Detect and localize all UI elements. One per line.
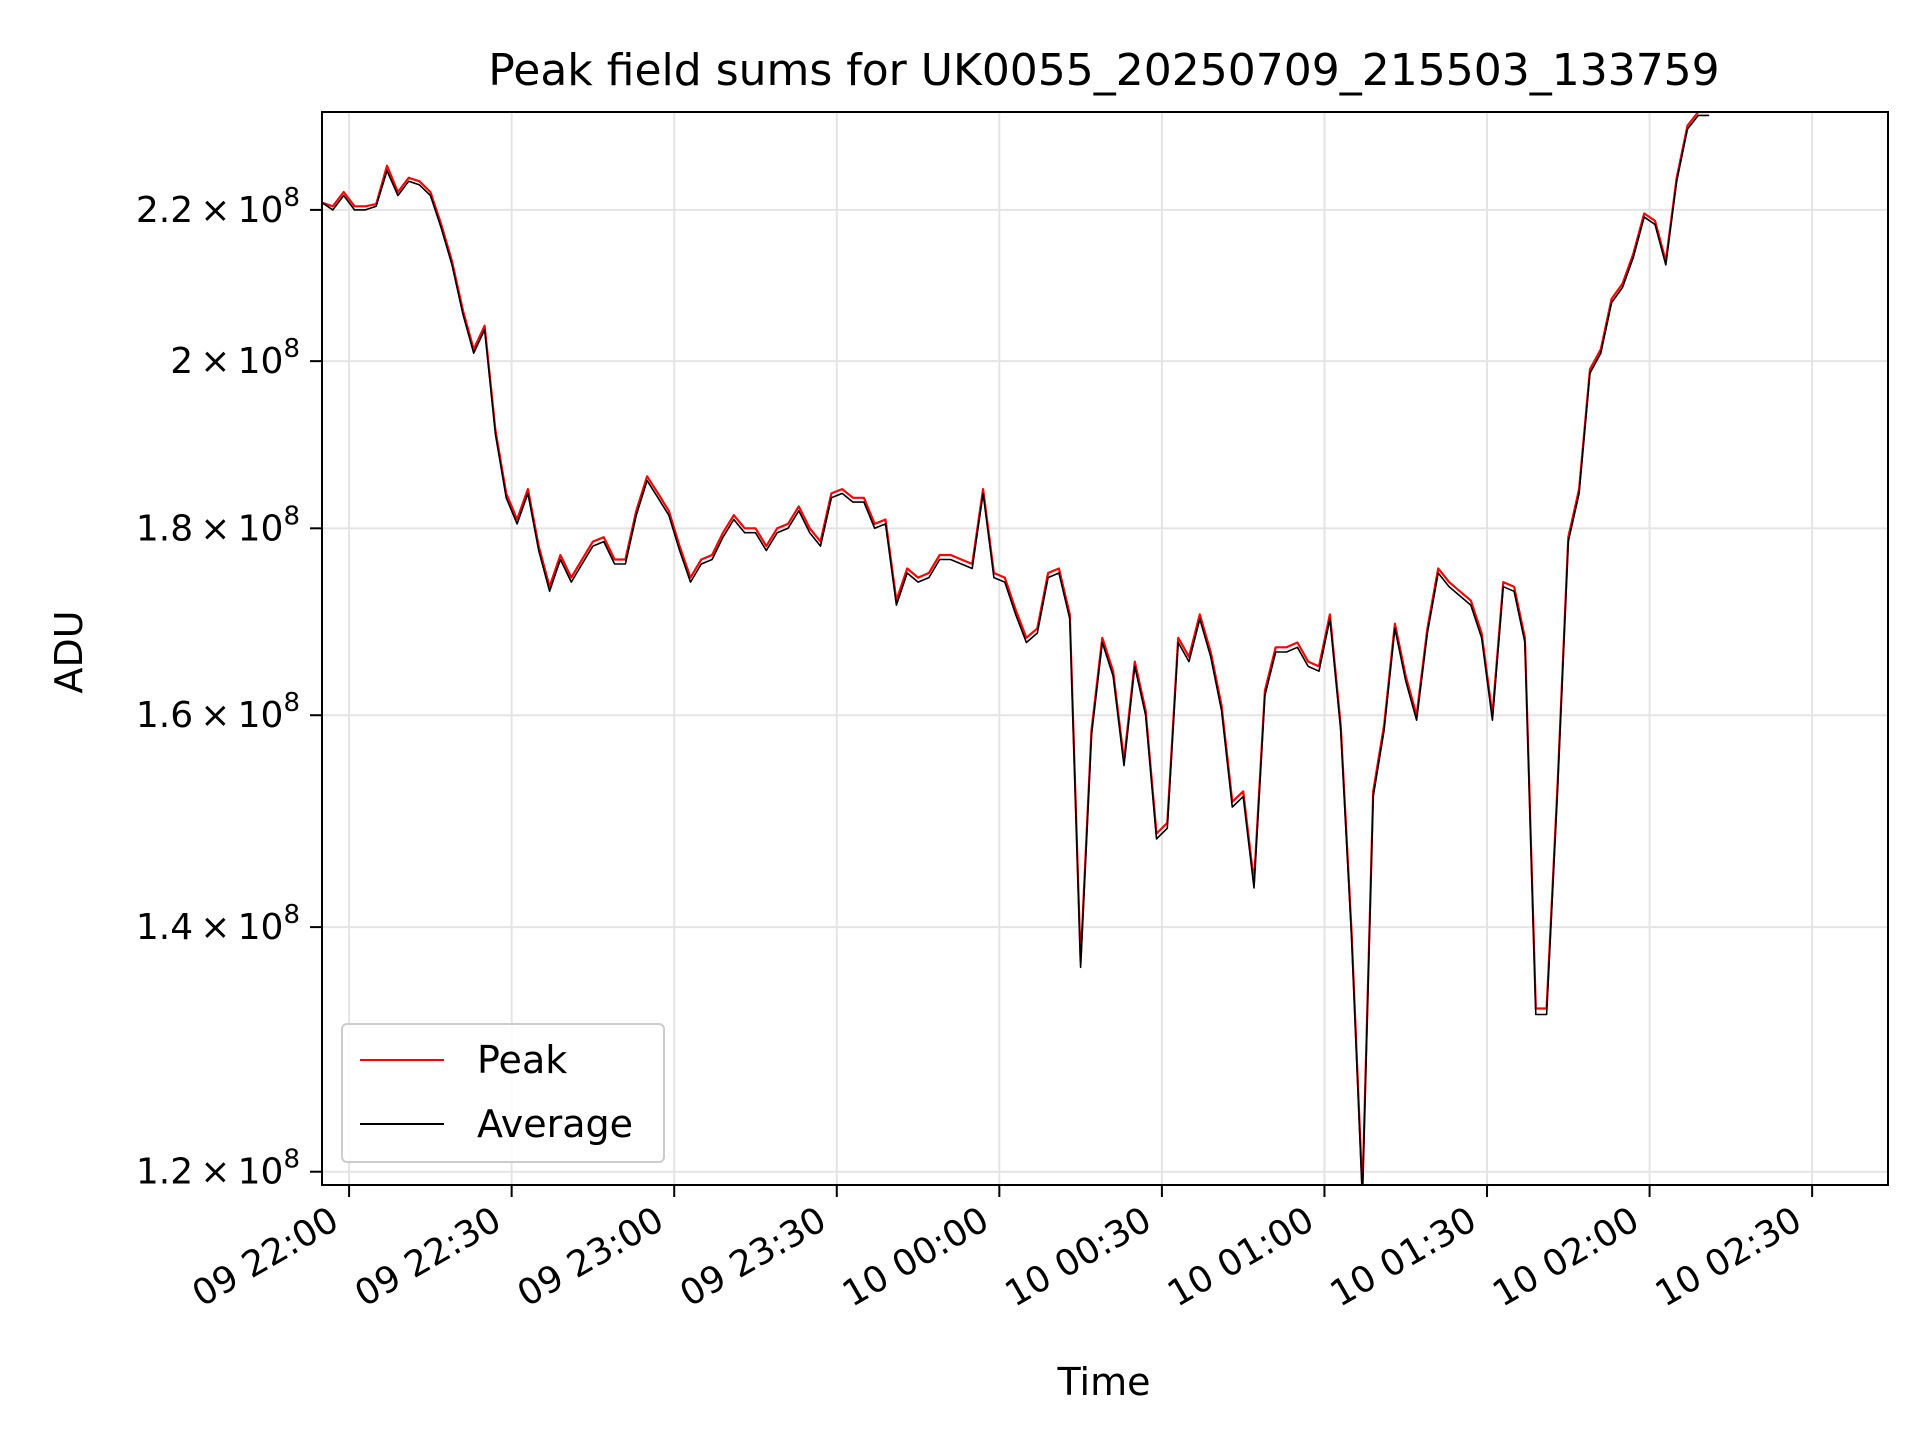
series-lines xyxy=(322,112,1710,1185)
series-line-average xyxy=(322,114,1710,1185)
legend-label: Average xyxy=(477,1102,633,1146)
chart-title: Peak field sums for UK0055_20250709_2155… xyxy=(488,45,1719,96)
legend: Peak Average xyxy=(341,1023,665,1163)
y-tick-label: 1.8 × 108 xyxy=(136,501,300,549)
legend-box xyxy=(341,1023,665,1163)
x-axis-label: Time xyxy=(1057,1360,1151,1404)
y-tick-label: 1.4 × 108 xyxy=(136,900,300,948)
legend-label: Peak xyxy=(477,1038,567,1082)
y-tick-label: 1.6 × 108 xyxy=(136,688,300,736)
y-axis-label: ADU xyxy=(47,610,91,693)
plot-frame xyxy=(321,111,1889,1186)
y-tick-label: 1.2 × 108 xyxy=(136,1145,300,1193)
y-tick-label: 2 × 108 xyxy=(170,334,300,382)
series-line-peak xyxy=(322,112,1710,1185)
grid xyxy=(322,112,1888,1185)
y-tick-label: 2.2 × 108 xyxy=(136,183,300,231)
